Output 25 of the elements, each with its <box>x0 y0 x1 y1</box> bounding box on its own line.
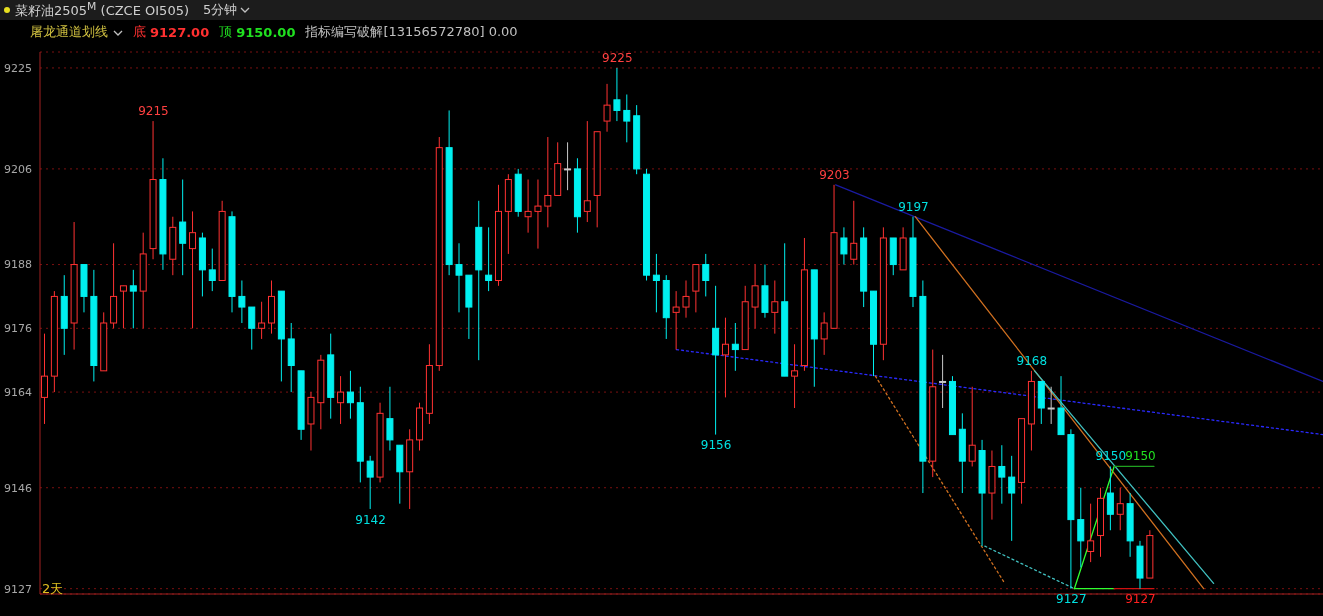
y-tick-label: 9176 <box>4 322 32 336</box>
y-tick-label: 9127 <box>4 582 32 596</box>
text: 9150.00 <box>236 24 296 40</box>
annotation: 2天 <box>42 580 64 598</box>
annotation: 9203 <box>819 167 850 182</box>
y-tick-label: 9188 <box>4 258 32 272</box>
annotation: 9127 <box>1056 592 1087 607</box>
chart-subtitle: 5分钟 <box>203 1 238 19</box>
chart-title: 菜籽油2505$^{M}$ (CZCE OI505) <box>15 0 189 21</box>
annotation: 9197 <box>898 199 929 214</box>
text: 底 <box>133 23 146 41</box>
text: 指标编写破解[13156572780] 0.00 <box>305 23 518 41</box>
y-tick-label: 9225 <box>4 61 32 75</box>
annotation: 9150 <box>1125 449 1156 464</box>
annotation: 9142 <box>355 512 386 527</box>
annotation: 9156 <box>700 438 732 453</box>
annotation: 9225 <box>602 50 633 65</box>
text: 顶 <box>219 23 233 41</box>
text: 屠龙通道划线 <box>30 23 108 41</box>
y-tick-label: 9206 <box>4 162 32 176</box>
y-tick-label: 9164 <box>4 385 32 399</box>
annotation: 9215 <box>138 104 169 119</box>
y-tick-label: 9146 <box>4 481 32 495</box>
annotation: 9127 <box>1125 592 1156 607</box>
text: 9127.00 <box>150 24 210 40</box>
